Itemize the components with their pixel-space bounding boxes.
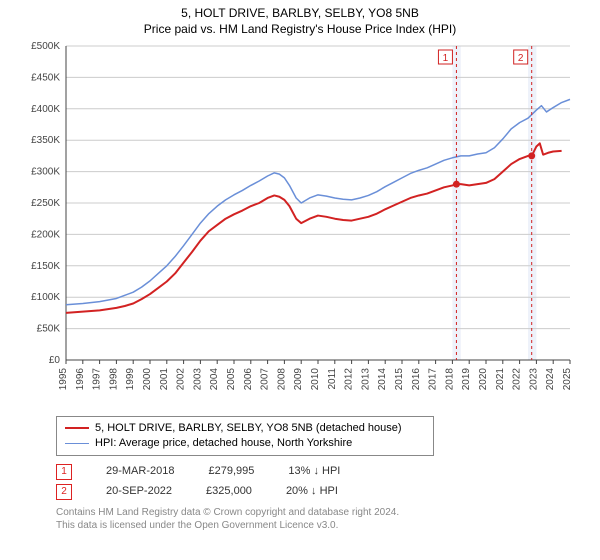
marker-row: 2 20-SEP-2022 £325,000 20% ↓ HPI xyxy=(56,482,570,502)
footnote-line: This data is licensed under the Open Gov… xyxy=(56,519,570,532)
legend-swatch xyxy=(65,443,89,444)
legend-label: 5, HOLT DRIVE, BARLBY, SELBY, YO8 5NB (d… xyxy=(95,421,402,436)
svg-text:£100K: £100K xyxy=(31,292,60,303)
svg-text:2008: 2008 xyxy=(276,367,287,390)
svg-text:2007: 2007 xyxy=(260,367,271,390)
svg-text:£400K: £400K xyxy=(31,103,60,114)
svg-text:1999: 1999 xyxy=(125,367,136,390)
svg-text:2018: 2018 xyxy=(444,367,455,390)
svg-text:2014: 2014 xyxy=(377,367,388,390)
chart-container: 5, HOLT DRIVE, BARLBY, SELBY, YO8 5NB Pr… xyxy=(0,0,600,560)
legend-swatch xyxy=(65,427,89,429)
svg-text:2002: 2002 xyxy=(176,367,187,390)
marker-price: £279,995 xyxy=(208,462,254,482)
marker-date: 20-SEP-2022 xyxy=(106,482,172,502)
svg-text:2003: 2003 xyxy=(192,367,203,390)
legend: 5, HOLT DRIVE, BARLBY, SELBY, YO8 5NB (d… xyxy=(56,416,434,457)
svg-text:£350K: £350K xyxy=(31,135,60,146)
svg-text:2012: 2012 xyxy=(344,367,355,390)
svg-text:£150K: £150K xyxy=(31,260,60,271)
marker-table: 1 29-MAR-2018 £279,995 13% ↓ HPI 2 20-SE… xyxy=(56,462,570,502)
marker-price: £325,000 xyxy=(206,482,252,502)
svg-text:2022: 2022 xyxy=(512,367,523,390)
marker-delta: 13% ↓ HPI xyxy=(288,462,340,482)
marker-id-box: 1 xyxy=(56,464,72,480)
svg-text:2023: 2023 xyxy=(528,367,539,390)
legend-label: HPI: Average price, detached house, Nort… xyxy=(95,436,352,451)
svg-text:1998: 1998 xyxy=(108,367,119,390)
chart-subtitle: Price paid vs. HM Land Registry's House … xyxy=(10,22,590,36)
svg-text:2025: 2025 xyxy=(562,367,573,390)
svg-text:2004: 2004 xyxy=(209,367,220,390)
chart-plot: £0 £50K £100K £150K £200K £250K £300K £350K £400… xyxy=(20,40,580,410)
svg-text:2006: 2006 xyxy=(243,367,254,390)
footnote: Contains HM Land Registry data © Crown c… xyxy=(56,506,570,532)
svg-text:£200K: £200K xyxy=(31,229,60,240)
svg-text:£250K: £250K xyxy=(31,198,60,209)
marker-date: 29-MAR-2018 xyxy=(106,462,174,482)
svg-text:2009: 2009 xyxy=(293,367,304,390)
svg-text:2011: 2011 xyxy=(327,367,338,389)
svg-text:£300K: £300K xyxy=(31,166,60,177)
svg-text:2013: 2013 xyxy=(360,367,371,390)
svg-text:2010: 2010 xyxy=(310,367,321,390)
line-chart-svg: £0 £50K £100K £150K £200K £250K £300K £350K £400… xyxy=(20,40,580,410)
svg-text:2000: 2000 xyxy=(142,367,153,390)
svg-text:£500K: £500K xyxy=(31,41,60,52)
svg-text:£0: £0 xyxy=(49,355,61,366)
svg-text:2021: 2021 xyxy=(495,367,506,390)
svg-text:1995: 1995 xyxy=(58,367,69,390)
footnote-line: Contains HM Land Registry data © Crown c… xyxy=(56,506,570,519)
svg-text:£450K: £450K xyxy=(31,72,60,83)
svg-text:£50K: £50K xyxy=(37,323,61,334)
svg-text:2015: 2015 xyxy=(394,367,405,390)
marker-id-box: 2 xyxy=(56,484,72,500)
svg-text:2019: 2019 xyxy=(461,367,472,390)
chart-title: 5, HOLT DRIVE, BARLBY, SELBY, YO8 5NB xyxy=(10,6,590,22)
legend-item: HPI: Average price, detached house, Nort… xyxy=(65,436,425,451)
svg-text:1: 1 xyxy=(443,53,449,64)
svg-text:2020: 2020 xyxy=(478,367,489,390)
svg-text:2005: 2005 xyxy=(226,367,237,390)
marker-delta: 20% ↓ HPI xyxy=(286,482,338,502)
marker-row: 1 29-MAR-2018 £279,995 13% ↓ HPI xyxy=(56,462,570,482)
svg-text:2017: 2017 xyxy=(428,367,439,390)
svg-text:2: 2 xyxy=(518,53,524,64)
svg-text:2001: 2001 xyxy=(159,367,170,390)
legend-item: 5, HOLT DRIVE, BARLBY, SELBY, YO8 5NB (d… xyxy=(65,421,425,436)
svg-text:1997: 1997 xyxy=(92,367,103,390)
svg-text:1996: 1996 xyxy=(75,367,86,390)
svg-text:2024: 2024 xyxy=(545,367,556,390)
svg-text:2016: 2016 xyxy=(411,367,422,390)
